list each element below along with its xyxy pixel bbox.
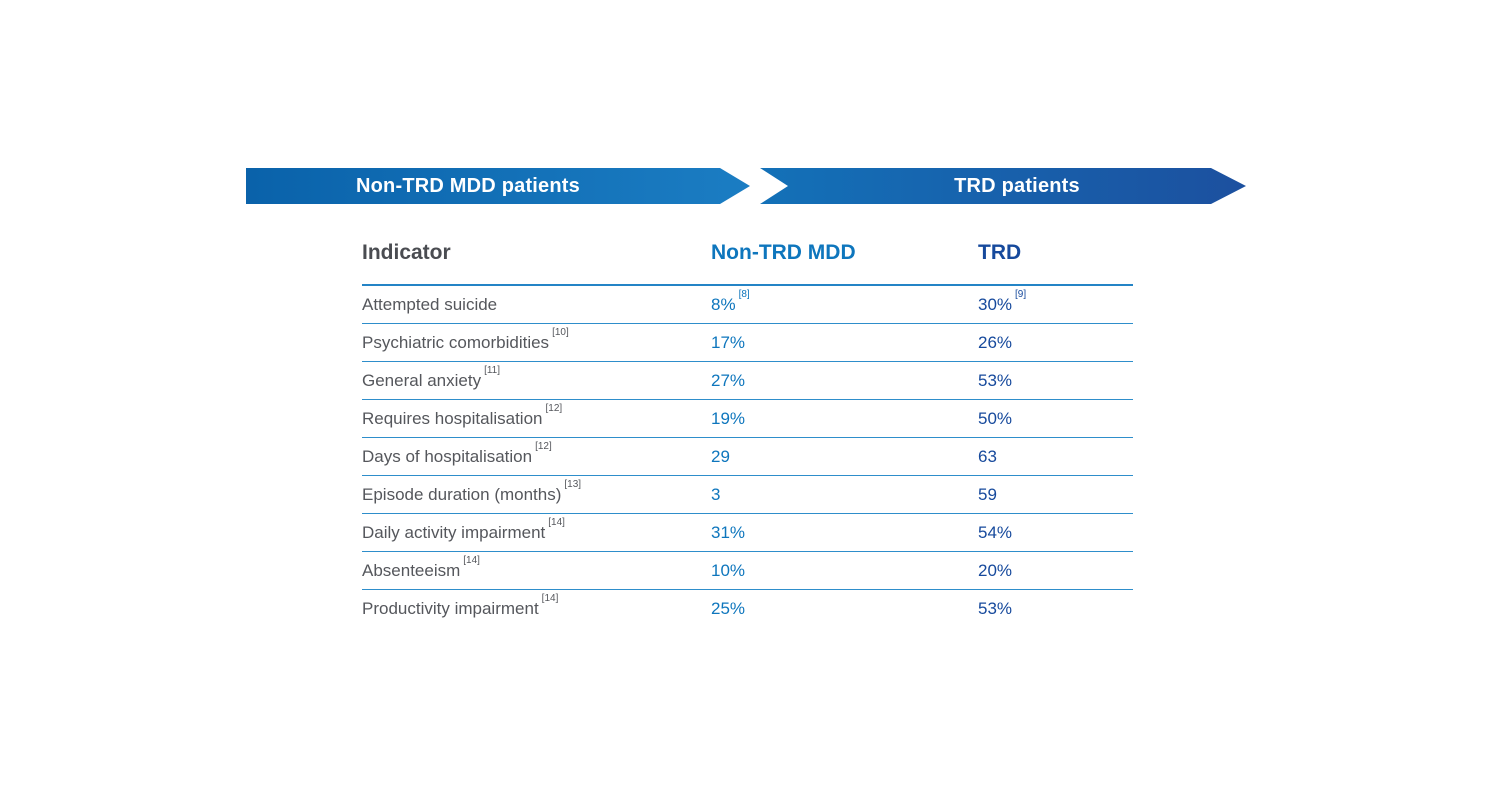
indicator-cell: Productivity impairment[14] — [362, 593, 711, 619]
non-trd-value: 8% — [711, 294, 736, 314]
table-row: Psychiatric comorbidities[10] 17% 26% — [362, 324, 1133, 362]
header-non-trd-mdd: Non-TRD MDD — [711, 241, 856, 264]
table-row: Attempted suicide 8%[8] 30%[9] — [362, 286, 1133, 324]
indicator-label: Daily activity impairment — [362, 522, 546, 542]
table-row: Episode duration (months)[13] 3 59 — [362, 476, 1133, 514]
indicator-label: Requires hospitalisation — [362, 408, 543, 428]
indicator-cell: Psychiatric comorbidities[10] — [362, 327, 711, 353]
indicator-cell: Absenteeism[14] — [362, 555, 711, 581]
indicator-label: Productivity impairment — [362, 599, 539, 618]
non-trd-value: 3 — [711, 484, 721, 504]
non-trd-value-cell: 25% — [711, 599, 978, 619]
indicator-cell: Requires hospitalisation[12] — [362, 403, 711, 429]
footnote-ref: [14] — [463, 554, 480, 566]
banner-trd-patients: TRD patients — [760, 168, 1246, 204]
non-trd-value-cell: 29 — [711, 447, 978, 467]
header-trd: TRD — [978, 241, 1022, 264]
indicator-cell: Attempted suicide — [362, 295, 711, 315]
non-trd-value: 19% — [711, 408, 746, 428]
table-row: Productivity impairment[14] 25% 53% — [362, 590, 1133, 628]
non-trd-value: 17% — [711, 332, 746, 352]
trd-value: 20% — [978, 560, 1013, 580]
indicator-label: Days of hospitalisation — [362, 446, 533, 466]
table-row: General anxiety[11] 27% 53% — [362, 362, 1133, 400]
non-trd-value-cell: 8%[8] — [711, 289, 978, 315]
footnote-ref: [11] — [484, 364, 501, 376]
footnote-ref: [14] — [548, 516, 565, 528]
footnote-ref: [8] — [738, 288, 750, 300]
footnote-ref: [13] — [564, 478, 582, 490]
trd-value-cell: 20% — [978, 561, 1133, 581]
table-row: Daily activity impairment[14] 31% 54% — [362, 514, 1133, 552]
banner-non-trd-mdd-patients: Non-TRD MDD patients — [246, 168, 750, 204]
non-trd-value-cell: 19% — [711, 409, 978, 429]
non-trd-value: 25% — [711, 599, 746, 618]
indicator-cell: Days of hospitalisation[12] — [362, 441, 711, 467]
indicator-label: Episode duration (months) — [362, 484, 562, 504]
trd-value-cell: 54% — [978, 523, 1133, 543]
trd-value-cell: 63 — [978, 447, 1133, 467]
trd-value: 54% — [978, 522, 1013, 542]
non-trd-value: 27% — [711, 370, 746, 390]
trd-value-cell: 53% — [978, 371, 1133, 391]
non-trd-value-cell: 31% — [711, 523, 978, 543]
trd-value: 53% — [978, 599, 1013, 618]
trd-value-cell: 59 — [978, 485, 1133, 505]
indicator-label: Attempted suicide — [362, 294, 498, 314]
footnote-ref: [12] — [535, 440, 552, 452]
trd-value-cell: 26% — [978, 333, 1133, 353]
banner-trd-label: TRD patients — [954, 174, 1080, 197]
table-row: Days of hospitalisation[12] 29 63 — [362, 438, 1133, 476]
footnote-ref: [12] — [545, 402, 563, 414]
table-row: Absenteeism[14] 10% 20% — [362, 552, 1133, 590]
indicator-label: General anxiety — [362, 370, 482, 390]
header-indicator: Indicator — [362, 241, 451, 264]
footnote-ref: [14] — [541, 593, 559, 605]
banner-non-trd-label: Non-TRD MDD patients — [356, 174, 580, 197]
trd-value: 59 — [978, 484, 997, 504]
non-trd-value: 31% — [711, 522, 746, 542]
trd-value: 63 — [978, 446, 997, 466]
indicator-cell: Daily activity impairment[14] — [362, 517, 711, 543]
non-trd-value: 10% — [711, 560, 746, 580]
trd-value: 26% — [978, 332, 1013, 352]
comparison-table: Indicator Non-TRD MDD TRD Attempted suic… — [362, 240, 1133, 628]
trd-value-cell: 50% — [978, 409, 1133, 429]
trd-value: 30% — [978, 294, 1013, 314]
non-trd-value: 29 — [711, 446, 730, 466]
table-header-row: Indicator Non-TRD MDD TRD — [362, 240, 1133, 286]
indicator-label: Psychiatric comorbidities — [362, 332, 550, 352]
trd-value: 53% — [978, 370, 1013, 390]
non-trd-value-cell: 10% — [711, 561, 978, 581]
indicator-cell: Episode duration (months)[13] — [362, 479, 711, 505]
trd-value: 50% — [978, 408, 1013, 428]
trd-value-cell: 53% — [978, 599, 1133, 619]
indicator-label: Absenteeism — [362, 560, 461, 580]
footnote-ref: [9] — [1015, 288, 1027, 300]
indicator-cell: General anxiety[11] — [362, 365, 711, 391]
trd-value-cell: 30%[9] — [978, 289, 1133, 315]
non-trd-value-cell: 17% — [711, 333, 978, 353]
table-row: Requires hospitalisation[12] 19% 50% — [362, 400, 1133, 438]
footnote-ref: [10] — [552, 326, 569, 338]
non-trd-value-cell: 3 — [711, 485, 978, 505]
non-trd-value-cell: 27% — [711, 371, 978, 391]
